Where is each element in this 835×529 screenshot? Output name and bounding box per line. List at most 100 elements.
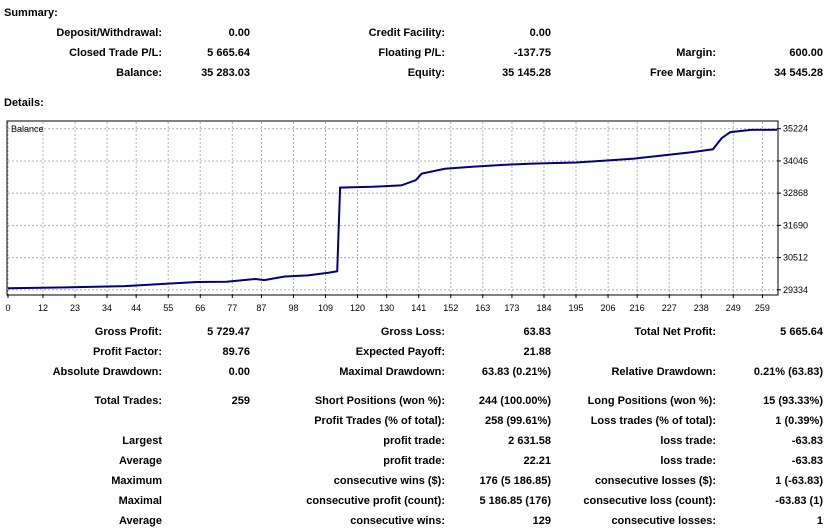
summary-value: 0.00 — [228, 27, 250, 39]
stat-value: 63.83 (0.21%) — [481, 366, 551, 378]
stat-value: 1 (0.39%) — [775, 415, 823, 427]
x-tick-label: 195 — [568, 303, 583, 313]
summary-label: Floating P/L: — [378, 47, 445, 59]
stat-label: Total Trades: — [94, 395, 162, 407]
summary-label: Margin: — [676, 47, 716, 59]
x-tick-label: 0 — [5, 303, 10, 313]
x-tick-label: 109 — [318, 303, 333, 313]
stat-value: 21.88 — [523, 346, 551, 358]
stat-label: consecutive wins ($): — [333, 475, 445, 487]
summary-value: 34 545.28 — [774, 67, 823, 79]
y-tick-label: 29334 — [783, 285, 808, 295]
balance-series-line — [7, 128, 778, 290]
stat-label: Maximum — [111, 475, 162, 487]
stat-label: Maximal — [118, 495, 162, 507]
summary-label: Equity: — [407, 67, 445, 79]
balance-chart: 35224 34046 32868 31690 30512 29334 0 12 23 34 44… — [5, 120, 808, 313]
stat-value: 2 631.58 — [508, 435, 551, 447]
x-tick-label: 163 — [475, 303, 490, 313]
stat-value: 259 — [231, 395, 250, 407]
x-tick-label: 120 — [350, 303, 365, 313]
stat-label: Total Net Profit: — [634, 326, 716, 338]
stat-label: Profit Factor: — [92, 346, 162, 358]
chart-title: Balance — [11, 124, 44, 134]
stat-label: loss trade: — [660, 435, 716, 447]
summary-label: Balance: — [116, 67, 162, 79]
stat-value: 0.21% (63.83) — [753, 366, 823, 378]
summary-title: Summary: — [4, 7, 58, 19]
x-tick-label: 23 — [70, 303, 80, 313]
x-tick-label: 227 — [662, 303, 677, 313]
x-tick-label: 77 — [227, 303, 237, 313]
summary-value: -137.75 — [513, 47, 551, 59]
stat-value: 5 729.47 — [207, 326, 250, 338]
y-tick-label: 34046 — [783, 156, 808, 166]
stat-label: Relative Drawdown: — [611, 366, 716, 378]
summary-value: 35 145.28 — [502, 67, 551, 79]
y-tick-label: 35224 — [783, 124, 808, 134]
summary-value: 5 665.64 — [207, 47, 250, 59]
stat-value: 15 (93.33%) — [763, 395, 823, 407]
y-axis: 35224 34046 32868 31690 30512 29334 — [777, 124, 808, 295]
x-tick-label: 130 — [379, 303, 394, 313]
stat-value: 129 — [532, 515, 551, 527]
stat-label: Gross Profit: — [94, 326, 162, 338]
x-tick-label: 66 — [195, 303, 205, 313]
stat-value: 89.76 — [222, 346, 250, 358]
x-tick-label: 249 — [726, 303, 741, 313]
stat-label: Long Positions (won %): — [587, 395, 716, 407]
x-tick-label: 87 — [256, 303, 266, 313]
x-axis: 0 12 23 34 44 55 66 77 87 98 109 120 130 141 152 163 173… — [5, 294, 770, 313]
stat-value: 63.83 — [523, 326, 551, 338]
stat-value: 176 (5 186.85) — [479, 475, 551, 487]
stat-label: Profit Trades (% of total): — [314, 415, 445, 427]
summary-value: 0.00 — [529, 27, 551, 39]
chart-grid — [7, 122, 777, 294]
stat-value: 5 665.64 — [780, 326, 823, 338]
stat-value: 0.00 — [228, 366, 250, 378]
x-tick-label: 238 — [694, 303, 709, 313]
stat-label: Average — [118, 515, 162, 527]
x-tick-label: 44 — [131, 303, 141, 313]
summary-label: Free Margin: — [649, 67, 716, 79]
x-tick-label: 152 — [443, 303, 458, 313]
summary-label: Credit Facility: — [368, 27, 445, 39]
x-tick-label: 98 — [288, 303, 298, 313]
stat-value: -63.83 — [791, 435, 823, 447]
stat-value: 5 186.85 (176) — [479, 495, 551, 507]
x-tick-label: 184 — [536, 303, 551, 313]
summary-label: Deposit/Withdrawal: — [56, 27, 162, 39]
stat-label: Short Positions (won %): — [314, 395, 445, 407]
x-tick-label: 141 — [411, 303, 426, 313]
y-tick-label: 32868 — [783, 188, 808, 198]
y-tick-label: 30512 — [783, 253, 808, 263]
stat-label: Largest — [122, 435, 162, 447]
stat-label: consecutive profit (count): — [306, 495, 445, 507]
stat-value: 1 (-63.83) — [775, 475, 823, 487]
stat-label: profit trade: — [383, 455, 445, 467]
x-tick-label: 173 — [504, 303, 519, 313]
x-tick-label: 206 — [601, 303, 616, 313]
stat-label: Maximal Drawdown: — [339, 366, 445, 378]
stat-label: Gross Loss: — [380, 326, 445, 338]
stat-value: -63.83 — [791, 455, 823, 467]
details-title: Details: — [4, 97, 44, 109]
plot-area — [6, 120, 779, 296]
stat-value: 244 (100.00%) — [478, 395, 551, 407]
stat-value: 1 — [816, 515, 823, 527]
y-tick-label: 31690 — [783, 220, 808, 230]
stat-value: -63.83 (1) — [775, 495, 823, 507]
stat-label: loss trade: — [660, 455, 716, 467]
stat-label: Expected Payoff: — [355, 346, 445, 358]
stat-label: consecutive wins: — [350, 515, 445, 527]
stat-label: Absolute Drawdown: — [52, 366, 162, 378]
summary-label: Closed Trade P/L: — [69, 47, 162, 59]
stat-label: consecutive losses: — [611, 515, 716, 527]
summary-value: 35 283.03 — [201, 67, 250, 79]
stat-label: consecutive losses ($): — [594, 475, 716, 487]
stat-label: Average — [118, 455, 162, 467]
x-tick-label: 55 — [163, 303, 173, 313]
stat-value: 22.21 — [523, 455, 551, 467]
stat-label: consecutive loss (count): — [583, 495, 716, 507]
summary-value: 600.00 — [789, 47, 823, 59]
